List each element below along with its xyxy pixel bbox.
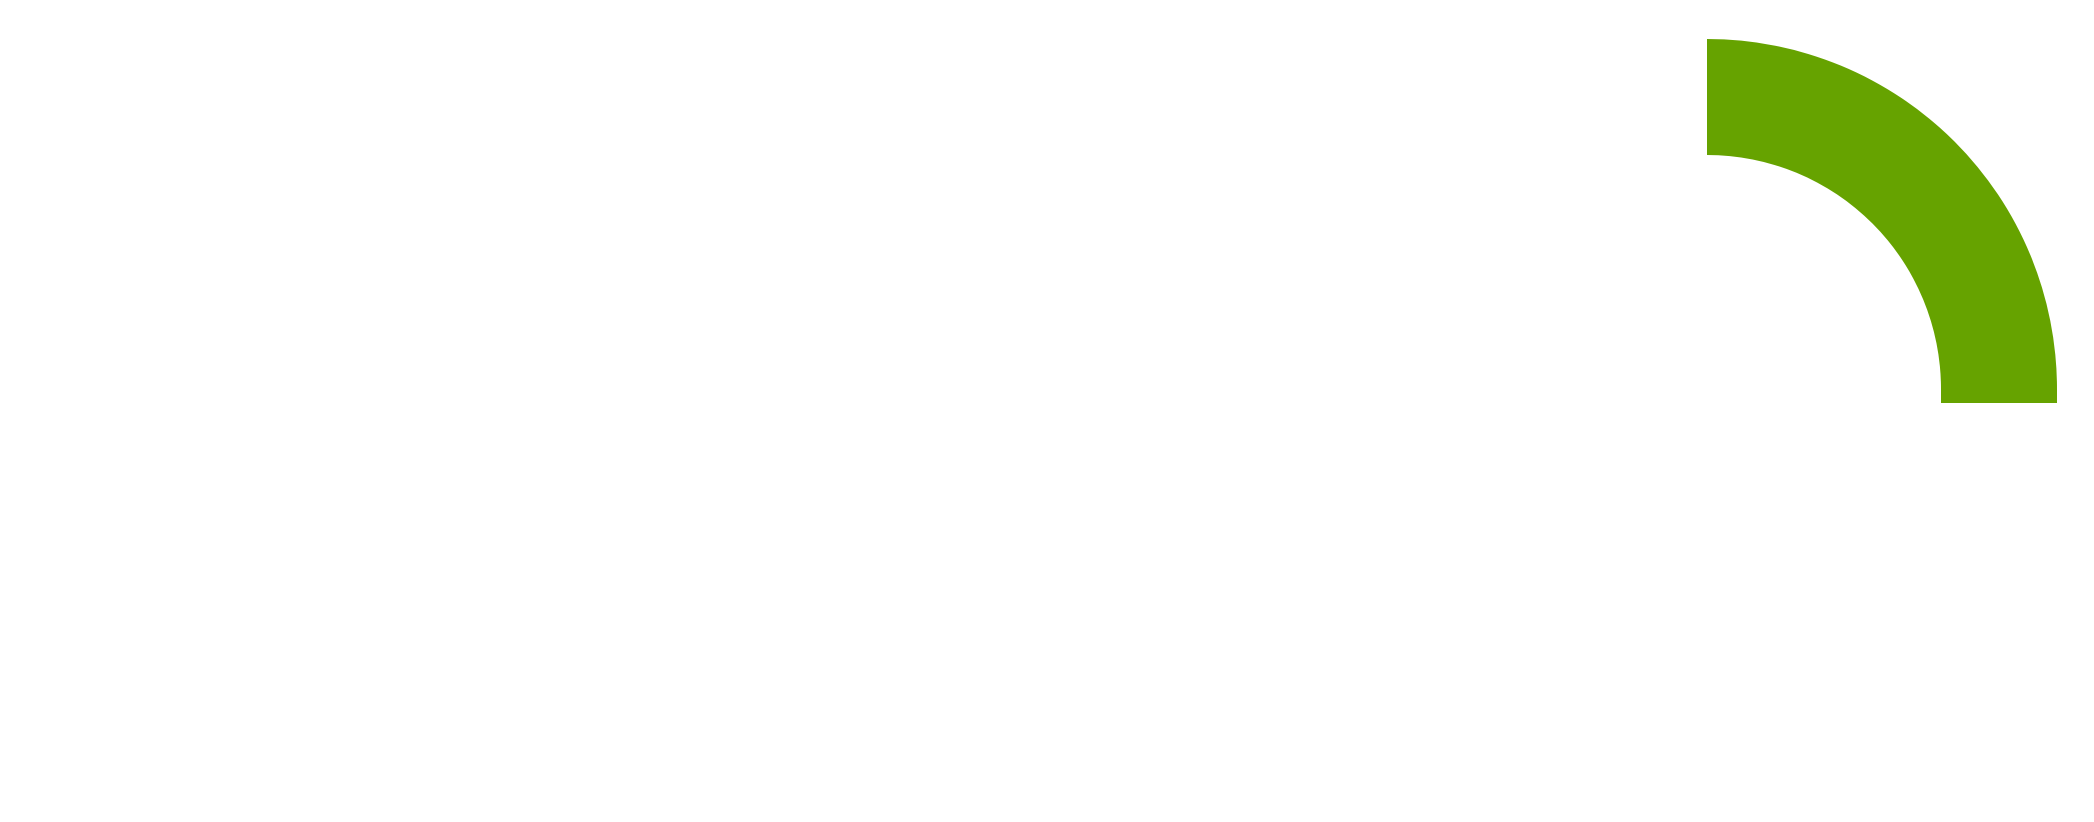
green-quarter-ring — [1707, 39, 2057, 403]
